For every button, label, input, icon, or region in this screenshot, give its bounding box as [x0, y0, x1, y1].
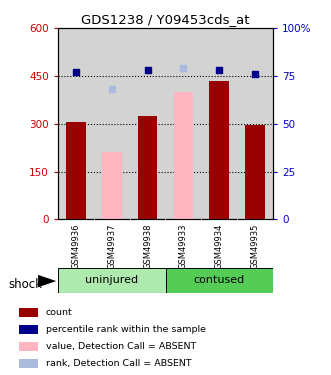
Bar [66, 122, 86, 219]
Text: GSM49936: GSM49936 [71, 223, 80, 269]
Bar [58, 268, 166, 292]
Text: uninjured: uninjured [85, 275, 138, 285]
Bar [245, 125, 265, 219]
Point [253, 71, 258, 77]
Bar [173, 92, 193, 219]
Bar [138, 116, 158, 219]
Text: GSM49937: GSM49937 [107, 223, 116, 269]
Text: shock: shock [8, 279, 42, 291]
Bar [102, 152, 121, 219]
Text: GDS1238 / Y09453cds_at: GDS1238 / Y09453cds_at [81, 13, 250, 26]
Point [145, 67, 150, 73]
Point [109, 86, 114, 92]
Bar [20, 342, 38, 351]
Bar [20, 308, 38, 317]
Text: value, Detection Call = ABSENT: value, Detection Call = ABSENT [46, 342, 196, 351]
Text: percentile rank within the sample: percentile rank within the sample [46, 325, 206, 334]
Text: GSM49933: GSM49933 [179, 223, 188, 269]
Text: count: count [46, 308, 73, 317]
Text: rank, Detection Call = ABSENT: rank, Detection Call = ABSENT [46, 359, 192, 368]
Point [181, 65, 186, 71]
Polygon shape [38, 275, 56, 287]
Bar [20, 359, 38, 368]
Text: GSM49935: GSM49935 [251, 223, 260, 268]
Point [73, 69, 78, 75]
Point [216, 67, 222, 73]
Bar [166, 268, 273, 292]
Bar [210, 81, 229, 219]
Text: GSM49938: GSM49938 [143, 223, 152, 269]
Text: contused: contused [194, 275, 245, 285]
Text: GSM49934: GSM49934 [215, 223, 224, 268]
Bar [20, 325, 38, 334]
